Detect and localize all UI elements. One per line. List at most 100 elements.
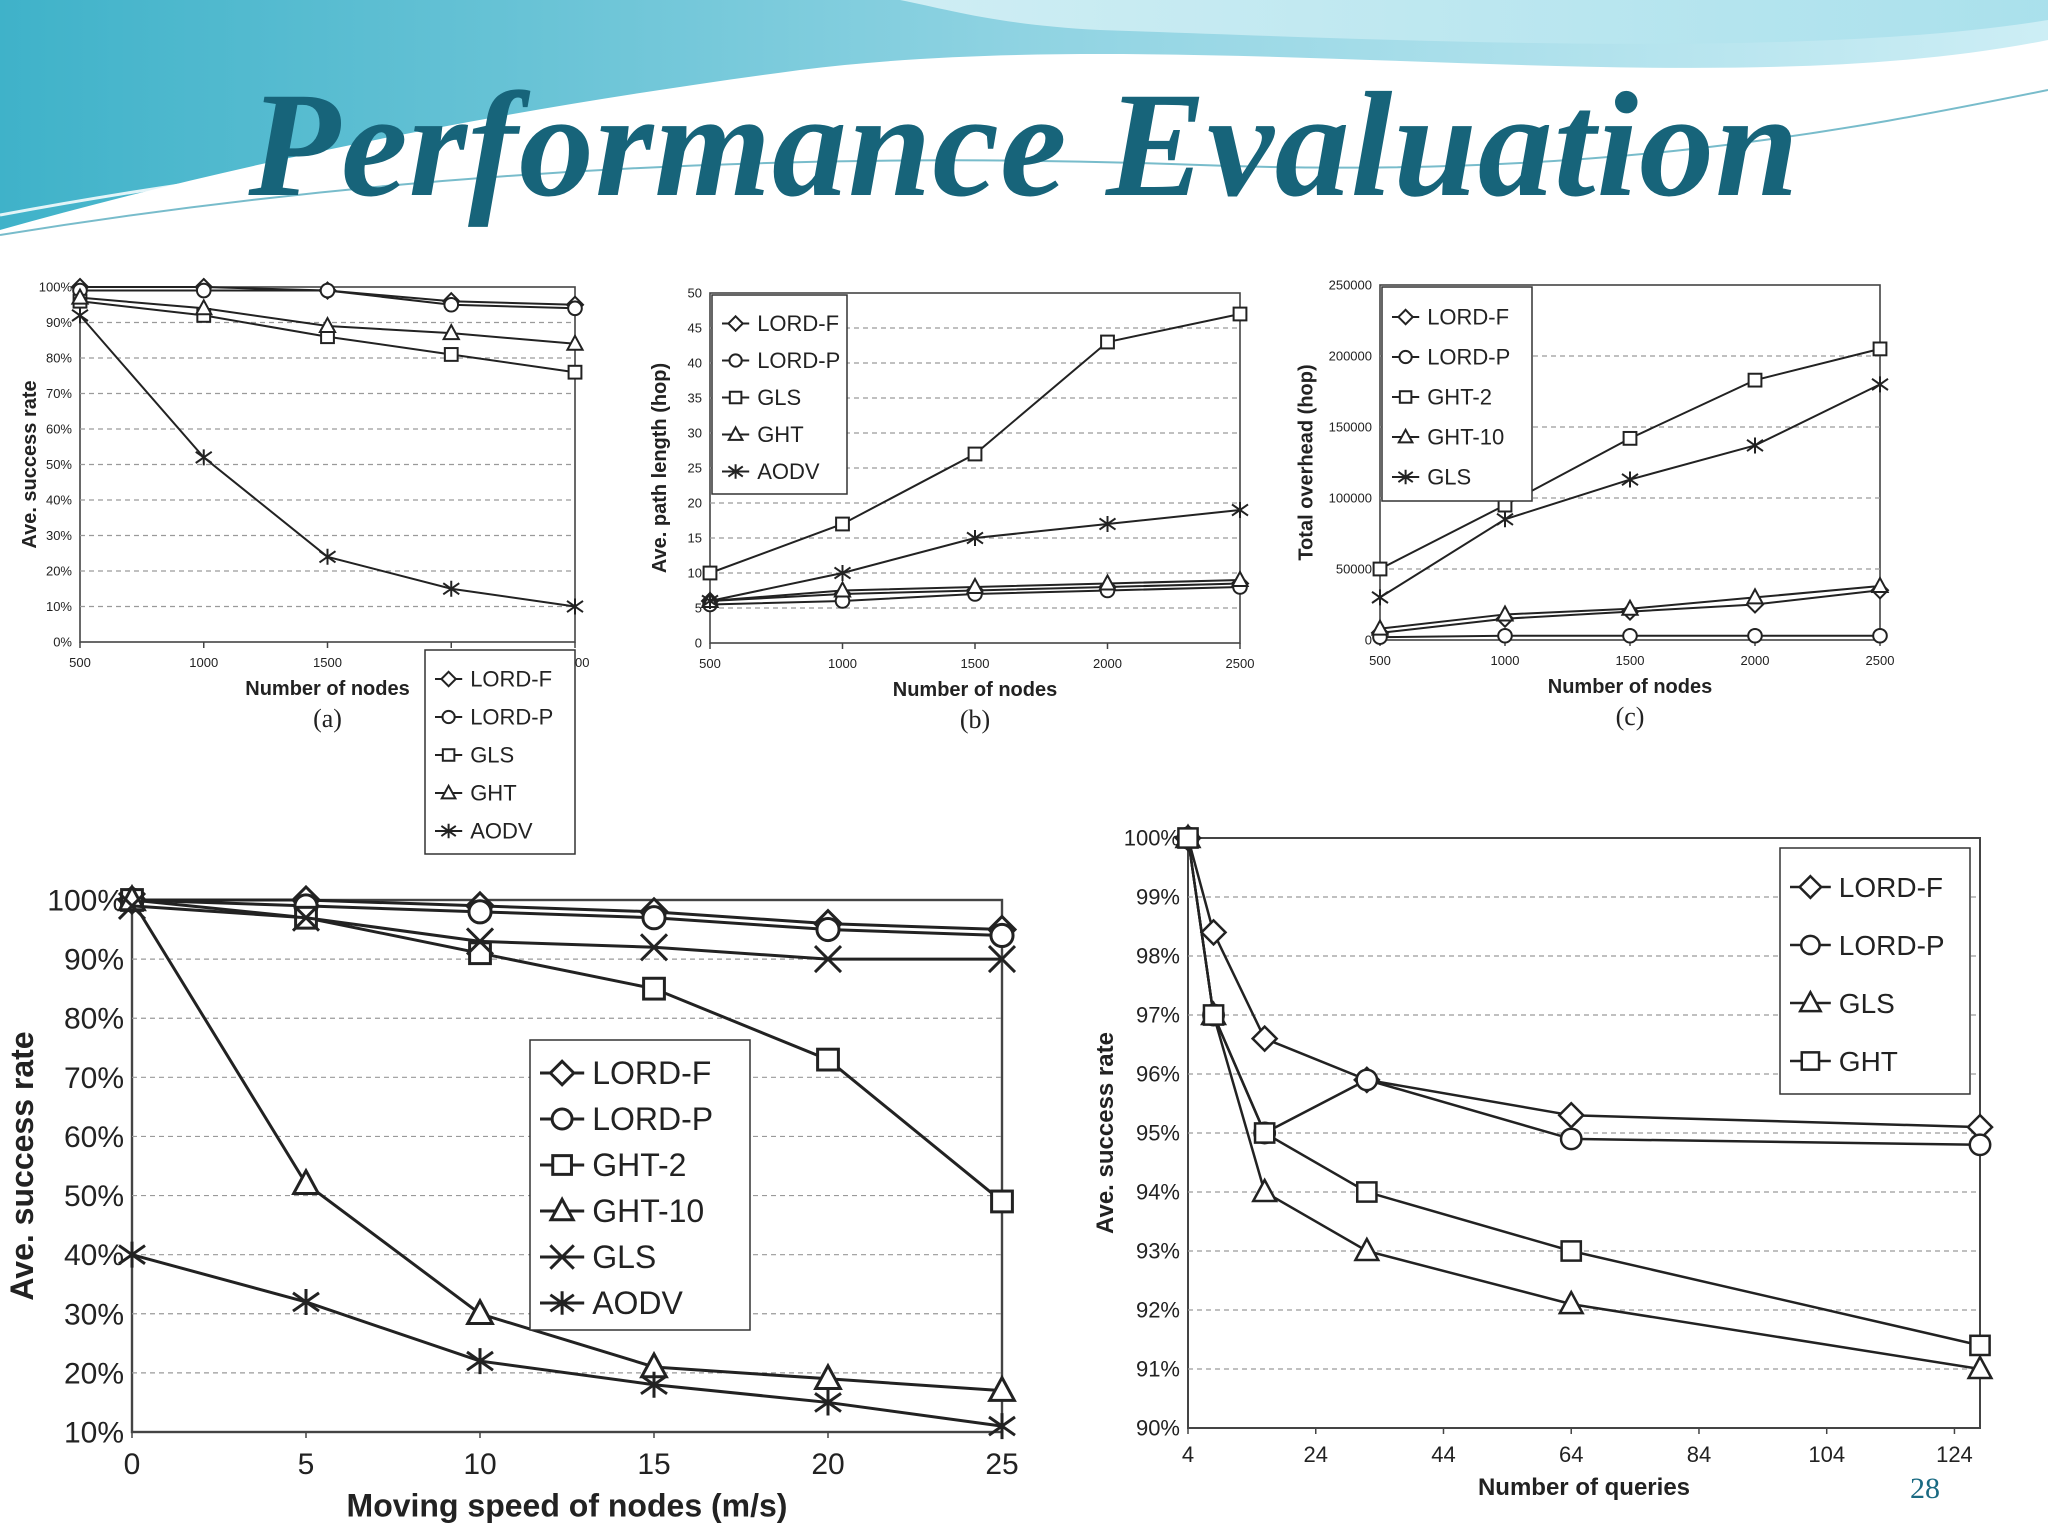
y-tick-label: 70% [46,386,72,401]
data-point [1253,1122,1276,1144]
chart-c: 0 50000 100000 150000 200000 250000 500 1000 150… [1295,278,1894,731]
data-point [318,315,337,334]
legend-marker [551,1154,573,1176]
legend-label: GHT-2 [1427,385,1492,410]
legend-label: LORD-P [470,705,553,730]
data-point [1251,1177,1279,1203]
x-axis-label: Number of nodes [245,678,409,700]
y-tick-label: 97% [1136,1003,1180,1028]
legend: LORD-F LORD-P GHT-2 GHT-10 GLS [1381,286,1533,502]
data-point [291,1167,321,1195]
x-axis-label: Number of nodes [893,679,1057,701]
series-line [131,904,1002,961]
series-aodv [71,307,584,615]
y-tick-label: 100000 [1329,491,1372,506]
legend-label: LORD-F [1839,872,1943,903]
x-tick-label: 104 [1808,1442,1845,1467]
chart-caption: (c) [1616,702,1645,731]
x-tick-label: 500 [1369,653,1391,668]
data-point [1371,589,1389,606]
data-point [318,548,337,565]
legend-marker [549,1291,575,1315]
legend-label: LORD-F [757,311,839,336]
data-point [1495,604,1515,622]
x-tick-label: 500 [69,655,91,670]
data-point [1969,1334,1991,1357]
data-point [567,364,583,380]
x-tick-label: 1500 [313,655,342,670]
legend: LORD-F LORD-P GLS GHT [1779,847,1971,1095]
y-tick-label: 100% [47,885,124,918]
x-tick-label: 5 [298,1448,315,1481]
data-point [990,1189,1014,1214]
y-tick-label: 90% [64,944,124,977]
x-tick-label: 1500 [961,656,990,671]
y-tick-label: 98% [1136,944,1180,969]
data-point [1745,587,1765,605]
x-tick-label: 15 [637,1448,670,1481]
series-line [132,898,1003,932]
data-point [292,1288,320,1315]
chart-b: 0 5 10 15 20 25 30 35 40 45 50 500 1000 1500 2000 2500 N… [649,286,1255,734]
data-point [117,891,147,920]
data-point [1622,627,1638,644]
data-point [71,307,89,324]
x-tick-label: 24 [1303,1442,1327,1467]
y-tick-label: 25 [688,461,702,476]
x-tick-label: 1500 [1616,653,1645,668]
x-tick-label: 64 [1559,1442,1583,1467]
series-line [131,1253,1003,1428]
data-point [1747,372,1763,388]
data-point [1232,306,1248,322]
data-point [465,1297,495,1326]
legend-label: LORD-F [470,667,552,692]
legend-label: GHT [470,781,516,806]
y-tick-label: 20% [46,564,72,579]
chart-caption: (a) [313,704,342,733]
data-point [813,1362,843,1391]
data-point [1968,1133,1992,1157]
data-point [988,1413,1016,1440]
data-point [1870,575,1890,594]
data-point [195,449,213,466]
legend-label: GLS [757,385,801,410]
legend-label: AODV [592,1285,683,1321]
data-point [1557,1101,1585,1130]
y-axis-label: Ave. success rate [4,1031,40,1300]
data-point [967,446,983,462]
legend: LORD-F LORD-P GHT-2 GHT-10 GLS AODV [529,1039,751,1331]
data-point [1177,827,1199,849]
legend-marker [1398,349,1413,365]
legend-label: LORD-F [1427,305,1509,330]
y-tick-label: 20 [688,496,702,511]
legend-label: LORD-P [592,1101,713,1137]
legend-label: LORD-F [592,1055,711,1091]
x-axis-label: Moving speed of nodes (m/s) [347,1487,788,1523]
y-tick-label: 0% [53,635,72,650]
y-tick-label: 60% [46,422,72,437]
data-point [835,516,850,532]
y-tick-label: 0 [695,636,702,651]
x-tick-label: 10 [463,1448,496,1481]
data-point [1355,1181,1378,1203]
y-tick-label: 40 [688,356,702,371]
y-tick-label: 30% [46,528,72,543]
y-tick-label: 80% [46,351,72,366]
legend-marker [727,425,745,441]
legend-label: GHT-10 [592,1193,704,1229]
data-point [195,282,212,299]
data-point [1872,627,1888,644]
legend-marker [726,314,745,333]
legend-label: LORD-P [1427,345,1510,370]
y-tick-label: 100% [1124,826,1180,851]
y-axis-label: Total overhead (hop) [1295,364,1317,560]
data-point [291,903,321,932]
data-point [813,945,843,974]
data-point [1370,618,1390,636]
y-tick-label: 50000 [1336,562,1372,577]
y-tick-label: 30% [64,1298,124,1331]
y-tick-label: 99% [1136,885,1180,910]
y-tick-label: 60% [64,1121,124,1154]
legend-marker [1800,1051,1821,1071]
data-point [1620,598,1640,616]
